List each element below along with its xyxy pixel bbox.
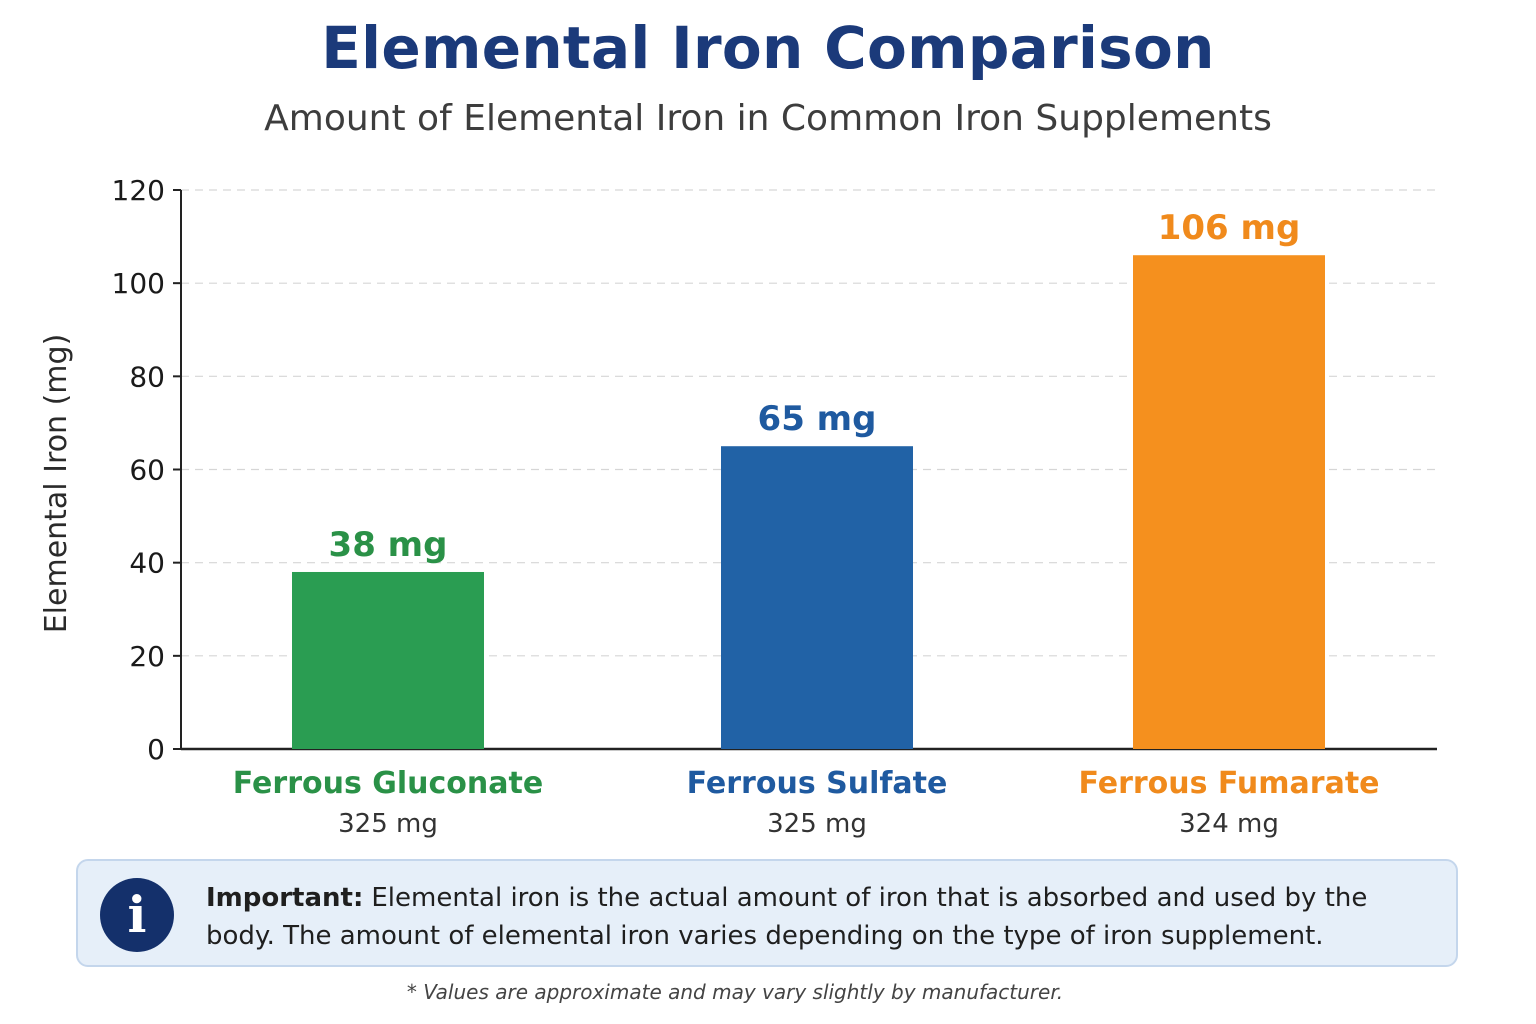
bar-value-label: 38 mg [329,525,448,565]
y-tick-label: 20 [129,640,165,673]
bar-value-label: 65 mg [758,399,877,439]
info-icon: i [100,878,174,952]
y-tick-label: 100 [112,267,165,300]
info-text: Important: Elemental iron is the actual a… [206,879,1426,955]
bar-chart: 0 20 40 60 80 100 120 Elemental Iron (mg) 38 mg F… [39,174,1437,839]
bar [721,446,913,749]
y-tick-label: 120 [112,174,165,207]
info-box: i Important: Elemental iron is the actual… [76,859,1458,967]
bar [1133,255,1325,749]
x-category-sublabel: 325 mg [338,809,438,839]
y-tick-label: 40 [129,547,165,580]
info-label: Important: [206,883,364,913]
y-tick-label: 0 [147,733,165,766]
bar [292,571,484,749]
x-category-sublabel: 324 mg [1179,809,1279,839]
chart-title: Elemental Iron Comparison [321,14,1215,82]
x-category-sublabel: 325 mg [767,809,867,839]
footnote: * Values are approximate and may vary sl… [406,980,1064,1004]
chart-subtitle: Amount of Elemental Iron in Common Iron … [264,98,1272,139]
y-tick-label: 80 [129,360,165,393]
x-category-label: Ferrous Gluconate [233,766,543,801]
x-category-label: Ferrous Fumarate [1078,766,1379,801]
bar-value-label: 106 mg [1158,208,1301,248]
y-tick-label: 60 [129,454,165,487]
y-axis-label: Elemental Iron (mg) [39,334,74,634]
info-body: Elemental iron is the actual amount of i… [206,883,1368,951]
x-category-label: Ferrous Sulfate [687,766,948,801]
